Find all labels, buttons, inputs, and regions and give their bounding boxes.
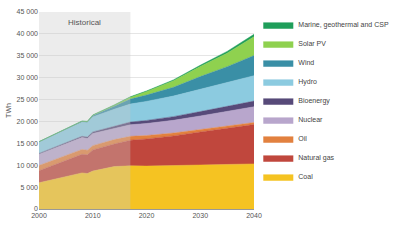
svg-text:10 000: 10 000 xyxy=(17,162,39,169)
svg-text:Hydro: Hydro xyxy=(298,78,317,86)
svg-text:15 000: 15 000 xyxy=(17,140,39,147)
svg-text:TWh: TWh xyxy=(5,103,12,118)
svg-text:2020: 2020 xyxy=(139,212,155,219)
svg-text:2040: 2040 xyxy=(246,212,262,219)
svg-text:5 000: 5 000 xyxy=(20,184,38,191)
svg-text:Coal: Coal xyxy=(298,173,313,180)
svg-text:30 000: 30 000 xyxy=(17,74,39,81)
svg-text:Natural gas: Natural gas xyxy=(298,154,334,162)
svg-text:25 000: 25 000 xyxy=(17,96,39,103)
svg-text:0: 0 xyxy=(34,205,38,212)
svg-text:45 000: 45 000 xyxy=(17,8,39,15)
svg-text:35 000: 35 000 xyxy=(17,52,39,59)
svg-text:Marine, geothermal and CSP: Marine, geothermal and CSP xyxy=(298,21,389,29)
svg-text:Bioenergy: Bioenergy xyxy=(298,97,330,105)
svg-text:40 000: 40 000 xyxy=(17,30,39,37)
svg-text:Oil: Oil xyxy=(298,135,307,142)
svg-text:Wind: Wind xyxy=(298,59,314,66)
svg-text:2030: 2030 xyxy=(192,212,208,219)
svg-text:Solar PV: Solar PV xyxy=(298,40,326,47)
svg-text:20 000: 20 000 xyxy=(17,118,39,125)
svg-text:2010: 2010 xyxy=(85,212,101,219)
svg-text:Nuclear: Nuclear xyxy=(298,116,323,123)
svg-text:2000: 2000 xyxy=(31,212,47,219)
svg-text:Historical: Historical xyxy=(68,18,101,27)
